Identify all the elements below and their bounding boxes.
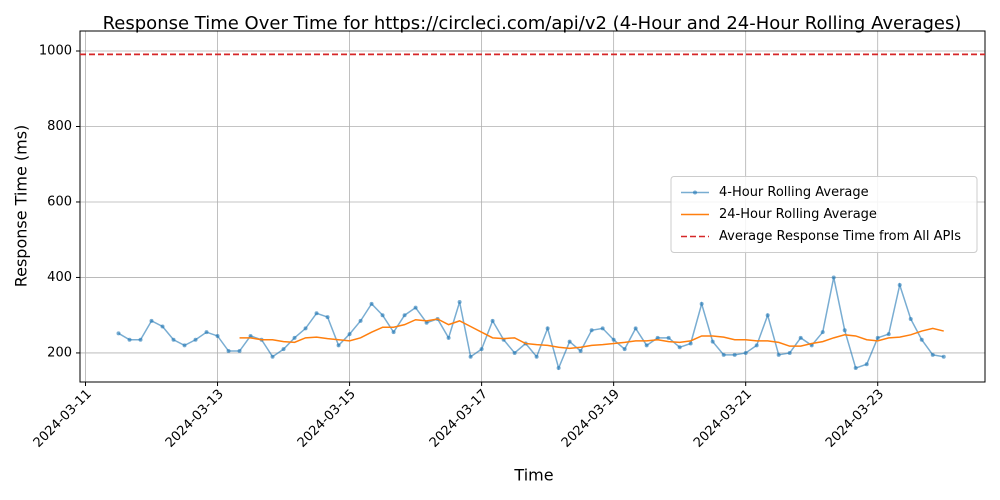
data-point <box>534 354 539 359</box>
data-point <box>347 332 352 337</box>
data-point <box>611 337 616 342</box>
data-point <box>237 349 242 354</box>
data-point <box>248 333 253 338</box>
data-point <box>479 347 484 352</box>
x-tick-label: 2024-03-15 <box>295 387 359 451</box>
legend-label: 4-Hour Rolling Average <box>719 185 869 200</box>
data-point <box>853 366 858 371</box>
plot-frame <box>79 30 986 383</box>
data-point <box>930 352 935 357</box>
data-point <box>182 343 187 348</box>
series-line <box>239 318 944 350</box>
data-point <box>886 332 891 337</box>
data-point <box>776 352 781 357</box>
data-point <box>314 311 319 316</box>
data-point <box>303 326 308 331</box>
data-point <box>193 337 198 342</box>
data-point <box>358 318 363 323</box>
data-point <box>149 318 154 323</box>
data-point <box>578 349 583 354</box>
data-point <box>831 275 836 280</box>
data-point <box>325 315 330 320</box>
chart-title: Response Time Over Time for https://circ… <box>103 13 962 34</box>
data-point <box>391 330 396 335</box>
data-point <box>204 330 209 335</box>
data-point <box>413 305 418 310</box>
data-point <box>468 354 473 359</box>
legend: 4-Hour Rolling Average 24-Hour Rolling Av… <box>670 176 978 253</box>
data-point <box>919 337 924 342</box>
data-point <box>512 350 517 355</box>
data-point <box>127 337 132 342</box>
data-point <box>116 331 121 336</box>
data-point <box>688 341 693 346</box>
legend-box <box>670 176 978 253</box>
y-tick-label: 400 <box>47 270 72 285</box>
data-point <box>732 352 737 357</box>
y-tick-label: 800 <box>47 119 72 134</box>
data-point <box>710 339 715 344</box>
data-point <box>897 283 902 288</box>
data-point <box>798 335 803 340</box>
data-point <box>270 354 275 359</box>
data-point <box>842 328 847 333</box>
y-tick-label: 600 <box>47 194 72 209</box>
y-tick-label: 1000 <box>39 44 72 59</box>
data-point <box>721 352 726 357</box>
data-point <box>622 347 627 352</box>
x-tick-label: 2024-03-21 <box>691 387 755 451</box>
data-point <box>941 354 946 359</box>
data-point <box>864 362 869 367</box>
x-tick-label: 2024-03-11 <box>31 387 95 451</box>
data-point <box>633 326 638 331</box>
x-tick-label: 2024-03-23 <box>823 387 887 451</box>
data-point <box>567 339 572 344</box>
y-axis-label: Response Time (ms) <box>12 125 31 288</box>
data-point <box>171 337 176 342</box>
data-point <box>875 335 880 340</box>
data-point <box>380 313 385 318</box>
x-tick-label: 2024-03-19 <box>559 387 623 451</box>
data-point <box>677 345 682 350</box>
data-point <box>402 313 407 318</box>
data-point <box>644 343 649 348</box>
data-point <box>424 320 429 325</box>
data-point <box>765 313 770 318</box>
data-point <box>556 366 561 371</box>
y-tick-label: 200 <box>47 345 72 360</box>
x-tick-label: 2024-03-17 <box>427 387 491 451</box>
data-point <box>743 350 748 355</box>
data-point <box>369 301 374 306</box>
data-point <box>600 326 605 331</box>
data-point <box>666 335 671 340</box>
legend-label: Average Response Time from All APIs <box>719 229 961 244</box>
data-point <box>820 330 825 335</box>
data-point <box>908 316 913 321</box>
series-line <box>118 277 944 371</box>
data-point <box>226 349 231 354</box>
data-point <box>336 343 341 348</box>
data-point <box>754 343 759 348</box>
data-point <box>490 318 495 323</box>
x-axis-label: Time <box>513 466 553 485</box>
data-point <box>446 335 451 340</box>
legend-marker <box>693 190 697 195</box>
data-point <box>787 350 792 355</box>
data-point <box>138 337 143 342</box>
data-point <box>292 335 297 340</box>
data-point <box>545 326 550 331</box>
data-point <box>215 333 220 338</box>
data-point <box>655 335 660 340</box>
data-point <box>281 347 286 352</box>
legend-label: 24-Hour Rolling Average <box>719 207 877 222</box>
data-point <box>457 299 462 304</box>
data-point <box>160 324 165 329</box>
data-point <box>699 301 704 306</box>
data-point <box>589 328 594 333</box>
x-tick-label: 2024-03-13 <box>163 387 227 451</box>
